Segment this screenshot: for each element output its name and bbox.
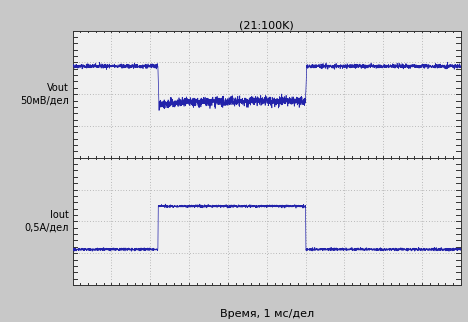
Text: Vout
50мВ/дел: Vout 50мВ/дел [20, 83, 69, 105]
Text: Время, 1 мс/дел: Время, 1 мс/дел [219, 309, 314, 319]
Text: Iout
0,5А/дел: Iout 0,5А/дел [24, 210, 69, 232]
Text: (21:100K): (21:100K) [240, 21, 294, 31]
